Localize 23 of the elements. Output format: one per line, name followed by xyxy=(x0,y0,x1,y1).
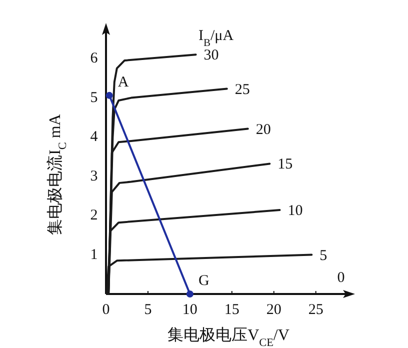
series-label: 20 xyxy=(256,122,271,138)
series-label: 15 xyxy=(278,156,293,173)
y-tick-label: 5 xyxy=(90,90,98,106)
y-tick-label: 6 xyxy=(90,50,98,67)
x-tick-label: 10 xyxy=(182,302,198,318)
x-axis-title: 集电极电压V$_{CE}$/V xyxy=(168,326,290,348)
x-tick-label: 15 xyxy=(224,302,240,318)
annotation: A xyxy=(118,74,129,90)
y-tick-label: 1 xyxy=(90,246,98,263)
y-tick-label: 2 xyxy=(90,208,98,224)
y-tick-label: 4 xyxy=(90,129,98,146)
series-label: 5 xyxy=(320,248,328,264)
x-tick-label: 25 xyxy=(308,302,324,318)
x-tick-label: 5 xyxy=(144,302,152,318)
legend-title: I$_{B}$/μA xyxy=(198,28,234,48)
x-tick-label: 20 xyxy=(266,302,282,318)
series-label: 30 xyxy=(204,48,219,64)
x-tick-label: 0 xyxy=(102,302,110,318)
y-tick-label: 3 xyxy=(90,168,98,184)
series-label: 25 xyxy=(234,82,250,98)
annotation: 0 xyxy=(337,270,345,286)
series-label: 10 xyxy=(288,203,303,220)
annotation: G xyxy=(198,273,210,289)
